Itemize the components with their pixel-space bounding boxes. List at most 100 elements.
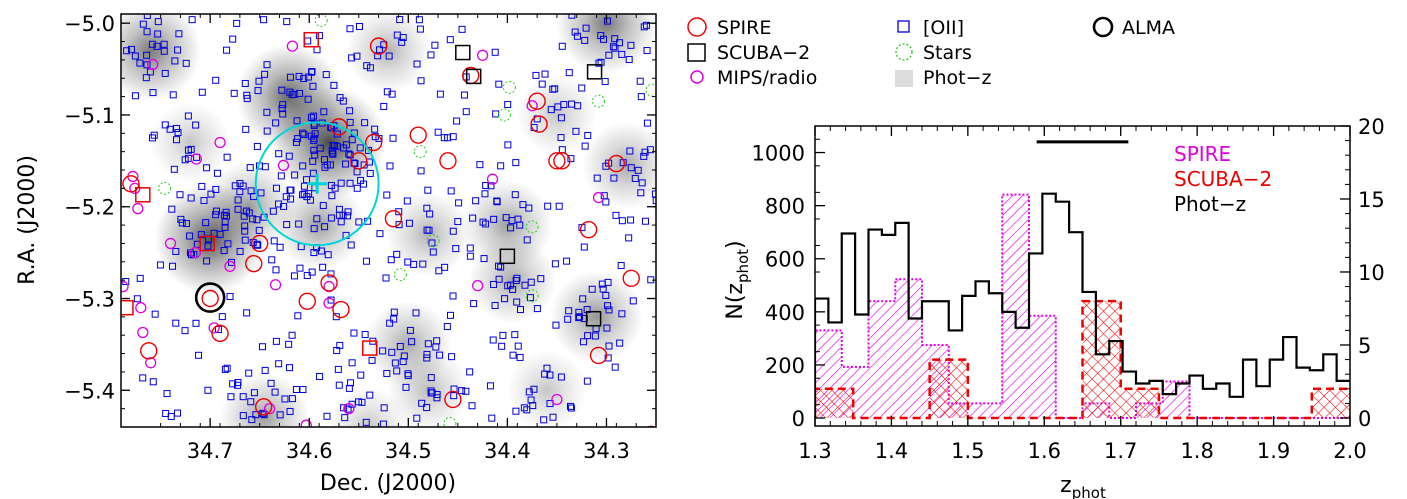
alma-marker — [194, 282, 226, 313]
oii-marker — [418, 399, 426, 407]
oii-marker — [131, 92, 139, 100]
hist-x-label-sub: phot — [1072, 484, 1106, 499]
oii-marker — [523, 406, 531, 414]
oii-marker — [292, 138, 300, 146]
mips-radio-marker — [147, 58, 159, 71]
oii-marker — [387, 256, 395, 264]
oii-marker — [516, 221, 524, 229]
oii-marker — [292, 386, 300, 394]
oii-marker — [525, 204, 533, 212]
legend-photz-marker — [895, 70, 913, 87]
hist-x-ticks: 1.3 1.4 1.5 1.6 1.7 1.8 1.9 2.0 — [798, 126, 1367, 463]
oii-marker — [303, 272, 311, 280]
oii-marker — [466, 368, 474, 376]
legend-spire: SPIRE — [687, 17, 771, 39]
oii-marker — [449, 133, 457, 141]
oii-marker — [423, 204, 431, 212]
oii-marker — [582, 24, 590, 32]
histogram-frame — [814, 125, 1351, 427]
legend-stars-label: Stars — [923, 42, 972, 64]
oii-marker — [252, 411, 260, 419]
oii-marker — [470, 300, 478, 308]
oii-marker — [169, 91, 177, 99]
mips-radio-marker — [224, 260, 236, 273]
oii-marker — [379, 347, 387, 355]
oii-marker — [309, 157, 317, 165]
photz-density-blob — [121, 14, 201, 101]
oii-marker — [311, 130, 319, 138]
oii-marker — [286, 88, 294, 96]
oii-marker — [184, 112, 192, 120]
oii-marker — [638, 179, 646, 187]
oii-marker — [395, 208, 403, 216]
oii-marker — [376, 230, 384, 238]
oii-marker — [549, 85, 557, 93]
oii-marker — [290, 272, 298, 280]
oii-marker — [449, 227, 457, 235]
oii-marker — [331, 184, 339, 192]
legend-oii: [OII] — [897, 17, 964, 39]
oii-marker — [396, 342, 404, 350]
oii-marker — [383, 369, 391, 377]
oii-marker — [161, 121, 169, 129]
oii-marker — [482, 220, 490, 228]
oii-marker — [419, 260, 427, 268]
hist-x-tick-label: 2.0 — [1333, 439, 1366, 463]
oii-marker — [259, 449, 265, 455]
hist-legend: SPIRE SCUBA−2 Phot−z — [1174, 142, 1272, 216]
map-y-ticks: −5.0 −5.1 −5.2 −5.3 −5.4 — [64, 12, 656, 410]
oii-marker — [272, 184, 280, 192]
mips-radio-marker — [189, 246, 201, 259]
oii-marker — [198, 88, 206, 96]
oii-marker — [356, 144, 364, 152]
oii-marker — [557, 134, 565, 142]
oii-marker — [489, 336, 497, 344]
oii-marker — [319, 202, 327, 210]
oii-marker — [357, 371, 365, 379]
oii-marker — [271, 388, 279, 396]
oii-marker — [178, 219, 186, 227]
oii-marker — [143, 28, 151, 36]
oii-marker — [162, 409, 170, 417]
oii-marker — [329, 141, 337, 149]
oii-marker — [207, 190, 215, 198]
oii-marker — [495, 262, 503, 270]
oii-marker — [416, 25, 424, 33]
oii-marker — [334, 365, 342, 373]
oii-marker — [646, 146, 654, 154]
oii-marker — [226, 292, 234, 300]
oii-marker — [248, 416, 256, 424]
oii-marker — [313, 215, 321, 223]
oii-marker — [245, 369, 253, 377]
mips-radio-marker — [476, 49, 489, 61]
oii-marker — [253, 240, 261, 248]
oii-marker — [224, 240, 232, 248]
map-x-tick-label: 34.4 — [484, 439, 531, 463]
oii-marker — [567, 155, 575, 163]
oii-marker — [261, 366, 269, 374]
oii-marker — [634, 166, 642, 174]
oii-marker — [614, 0, 620, 4]
oii-marker — [228, 258, 236, 266]
oii-marker — [504, 101, 512, 109]
oii-marker — [363, 434, 369, 440]
scuba2-marker — [585, 310, 602, 327]
oii-marker — [498, 342, 506, 350]
oii-marker — [260, 16, 268, 24]
mips-radio-marker — [486, 173, 499, 185]
oii-marker — [223, 364, 231, 372]
oii-marker — [153, 42, 161, 50]
oii-marker — [385, 52, 393, 60]
oii-marker — [316, 372, 324, 380]
oii-marker — [604, 354, 612, 362]
oii-marker — [374, 52, 382, 60]
oii-marker — [306, 196, 314, 204]
oii-marker — [382, 274, 390, 282]
oii-marker — [241, 222, 249, 230]
oii-marker — [390, 308, 398, 316]
oii-marker — [320, 108, 328, 116]
oii-marker — [625, 234, 633, 242]
hist-left-y-tick-label: 400 — [765, 301, 805, 325]
oii-marker — [149, 378, 157, 386]
oii-marker — [604, 278, 612, 286]
